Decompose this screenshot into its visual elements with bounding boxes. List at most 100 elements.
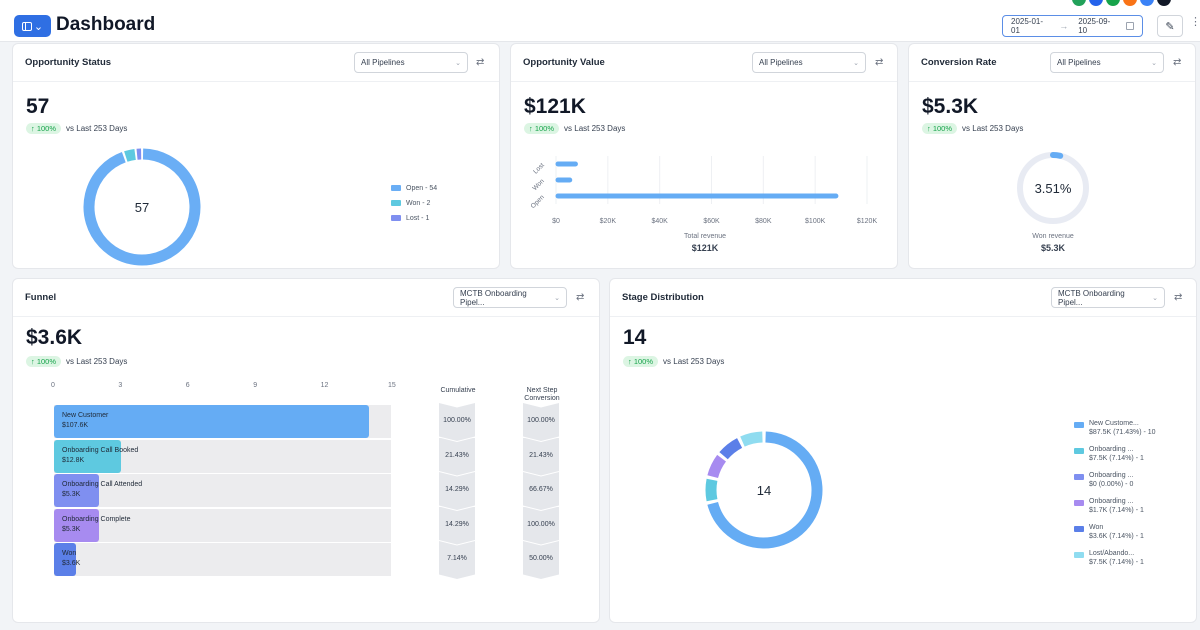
pipeline-select-value: All Pipelines xyxy=(361,58,405,67)
cumulative-shape xyxy=(439,541,475,579)
kpi-delta: ↑ 100% vs Last 253 Days xyxy=(623,356,724,367)
swap-icon[interactable]: ⇄ xyxy=(476,57,485,68)
pipeline-select[interactable]: All Pipelines ⌄ xyxy=(1050,52,1164,73)
y-tick-label: Won xyxy=(532,178,547,193)
legend-label: Onboarding ... $0 (0.00%) - 0 xyxy=(1089,472,1134,488)
cumulative-value: 14.29% xyxy=(445,486,469,493)
gauge-center-label: 3.51% xyxy=(1034,180,1072,196)
gauge-fill xyxy=(1050,152,1064,159)
funnel-bar[interactable]: New Customer $107.6K xyxy=(54,405,369,438)
donut-center-label: 14 xyxy=(756,482,772,498)
x-tick-label: $0 xyxy=(552,218,560,225)
x-tick-label: $60K xyxy=(703,218,720,225)
x-tick-label: 9 xyxy=(253,382,258,389)
legend-item[interactable]: Onboarding ... $0 (0.00%) - 0 xyxy=(1074,471,1133,489)
delta-badge: ↑ 100% xyxy=(26,123,62,134)
funnel-bar[interactable]: Onboarding Call Booked $12.8K xyxy=(54,439,139,473)
sidebar-icon xyxy=(21,21,32,31)
pipeline-select[interactable]: MCTB Onboarding Pipel... ⌄ xyxy=(1051,287,1165,308)
date-range-picker[interactable]: 2025-01-01 → 2025-09-10 xyxy=(1002,15,1143,37)
chevron-down-icon: ⌄ xyxy=(33,20,44,33)
next-step-header-line1: Next Step xyxy=(526,387,558,394)
funnel-bar[interactable]: Onboarding Call Attended$5.3K xyxy=(54,474,142,507)
conversion-gauge xyxy=(1017,152,1089,224)
donut-slice xyxy=(83,148,201,266)
avatar[interactable] xyxy=(1123,0,1137,6)
kpi-value: 57 xyxy=(26,95,50,118)
kebab-icon[interactable]: ⋮ xyxy=(1190,16,1200,28)
legend-swatch xyxy=(1074,448,1084,454)
conversion-rate-card: Conversion Rate All Pipelines ⌄ ⇄ $5.3K ↑… xyxy=(908,43,1196,269)
x-tick-label: $100K xyxy=(805,218,826,225)
x-tick-label: 6 xyxy=(185,382,190,389)
delta-badge: ↑ 100% xyxy=(26,356,62,367)
swap-icon[interactable]: ⇄ xyxy=(1174,292,1183,303)
donut-slice xyxy=(707,431,823,549)
next-step-value: 21.43% xyxy=(529,451,553,459)
cumulative-shape xyxy=(439,437,475,476)
kpi-delta: ↑ 100% vs Last 253 Days xyxy=(26,356,127,367)
status-donut xyxy=(83,148,201,266)
avatar[interactable] xyxy=(1140,0,1154,6)
legend-item[interactable]: New Custome... $87.5K (71.43%) - 10 xyxy=(1074,419,1156,437)
swap-icon[interactable]: ⇄ xyxy=(875,57,884,68)
funnel-stage-name: Onboarding Call Attended xyxy=(62,480,142,490)
funnel-stage-name: Onboarding Call Booked xyxy=(62,446,139,454)
chevron-down-icon: ⌄ xyxy=(455,59,461,67)
delta-text: vs Last 253 Days xyxy=(962,124,1024,133)
card-title: Stage Distribution xyxy=(622,292,704,303)
avatar[interactable] xyxy=(1106,0,1120,6)
swap-icon[interactable]: ⇄ xyxy=(1173,57,1182,68)
kpi-delta: ↑ 100% vs Last 253 Days xyxy=(524,123,625,134)
edit-button[interactable]: ✎ xyxy=(1157,15,1183,37)
legend-item[interactable]: Lost/Abando... $7.5K (7.14%) - 1 xyxy=(1074,549,1144,567)
x-tick-label: $20K xyxy=(600,218,617,225)
kpi-value: $5.3K xyxy=(922,95,979,118)
legend-item[interactable]: Onboarding ... $7.5K (7.14%) - 1 xyxy=(1074,445,1144,463)
cumulative-shape xyxy=(439,472,475,510)
cumulative-value: 7.14% xyxy=(447,555,467,562)
donut-slice xyxy=(705,478,718,502)
cumulative-shape xyxy=(439,506,475,545)
legend-label: Lost - 1 xyxy=(406,215,430,222)
next-step-header-line2: Conversion xyxy=(524,395,560,402)
pipeline-select[interactable]: All Pipelines ⌄ xyxy=(752,52,866,73)
cumulative-value: 21.43% xyxy=(445,451,469,459)
funnel-stage-name: New Customer xyxy=(62,412,109,419)
avatar[interactable] xyxy=(1072,0,1086,6)
date-start: 2025-01-01 xyxy=(1011,17,1044,35)
funnel-bar[interactable]: Onboarding Complete $5.3K xyxy=(54,508,131,542)
chart-caption-value: $121K xyxy=(691,243,719,253)
legend-item[interactable]: Won - 2 xyxy=(391,199,430,208)
pipeline-select-value: All Pipelines xyxy=(1057,58,1101,67)
next-step-value: 50.00% xyxy=(529,555,553,562)
funnel-row xyxy=(54,543,391,576)
stage-distribution-card: Stage Distribution MCTB Onboarding Pipel… xyxy=(609,278,1197,623)
date-end: 2025-09-10 xyxy=(1078,17,1111,35)
chevron-down-icon: ⌄ xyxy=(554,294,560,302)
legend-item[interactable]: Open - 54 xyxy=(391,184,437,193)
x-tick-label: 12 xyxy=(320,382,329,389)
kpi-value: $3.6K xyxy=(26,326,83,349)
funnel-bar[interactable]: Won $3.6K xyxy=(54,543,80,576)
legend-item[interactable]: Won $3.6K (7.14%) - 1 xyxy=(1074,523,1144,541)
funnel-row xyxy=(54,474,391,507)
next-step-shape xyxy=(523,472,559,510)
pipeline-select[interactable]: All Pipelines ⌄ xyxy=(354,52,468,73)
card-title: Opportunity Value xyxy=(523,57,605,68)
next-step-header: Next Step Conversion xyxy=(517,387,567,403)
kpi-value: $121K xyxy=(524,95,586,118)
legend-item[interactable]: Onboarding ... $1.7K (7.14%) - 1 xyxy=(1074,497,1144,515)
kpi-delta: ↑ 100% vs Last 253 Days xyxy=(922,123,1023,134)
avatar[interactable] xyxy=(1089,0,1103,6)
swap-icon[interactable]: ⇄ xyxy=(576,292,585,303)
avatar[interactable] xyxy=(1157,0,1171,6)
pipeline-select-value: MCTB Onboarding Pipel... xyxy=(460,288,527,307)
legend-item[interactable]: Lost - 1 xyxy=(391,214,429,223)
next-step-shape xyxy=(523,541,559,579)
delta-badge: ↑ 100% xyxy=(922,123,958,134)
sidebar-toggle-button[interactable]: ⌄ xyxy=(14,15,51,37)
legend-swatch xyxy=(1074,474,1084,480)
funnel-stage-amount: $5.3K xyxy=(62,525,81,533)
pipeline-select[interactable]: MCTB Onboarding Pipel... ⌄ xyxy=(453,287,567,308)
